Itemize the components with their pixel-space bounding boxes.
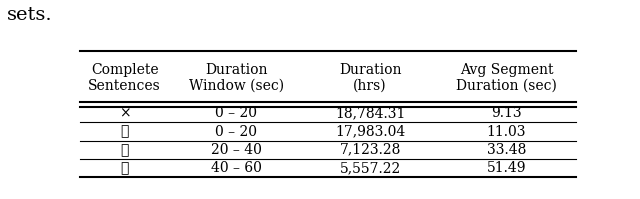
- Text: sets.: sets.: [6, 6, 52, 24]
